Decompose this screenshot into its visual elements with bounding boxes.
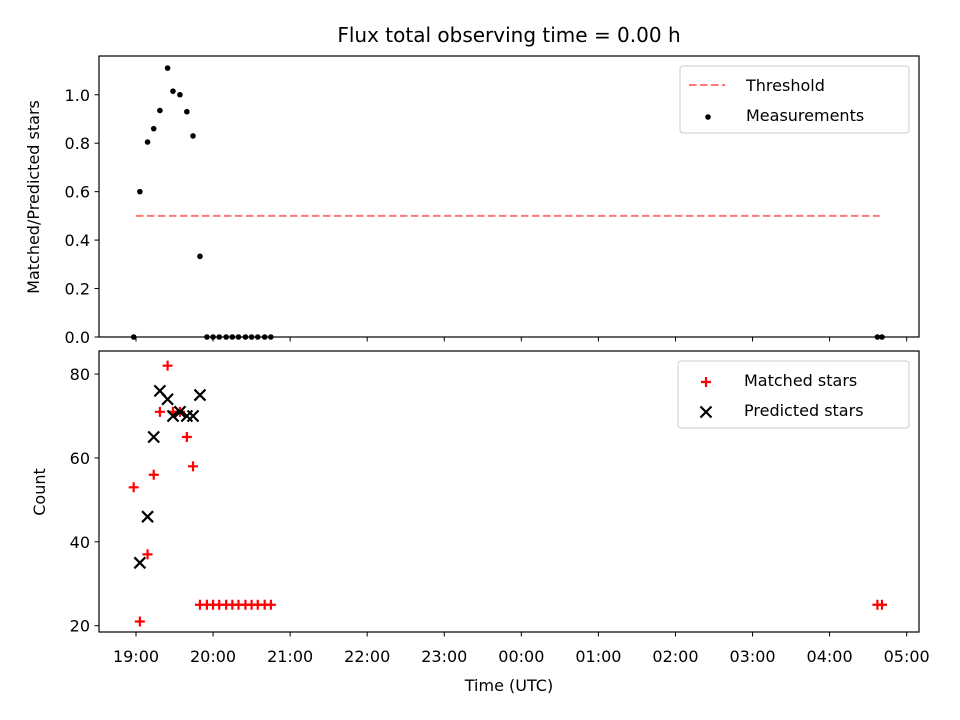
x-tick-label: 03:00 — [729, 647, 775, 666]
data-point — [173, 405, 187, 419]
axes-frame — [98, 350, 920, 633]
y-tick-label: 40 — [70, 533, 90, 552]
y-tick-label: 20 — [70, 617, 90, 636]
data-point — [186, 409, 200, 423]
data-point — [181, 431, 192, 442]
top-y-axis-label: Matched/Predicted stars — [24, 100, 43, 294]
x-tick-label: 19:00 — [113, 647, 159, 666]
data-point — [161, 392, 174, 406]
data-point — [134, 616, 145, 627]
data-point — [162, 360, 173, 371]
y-tick-label: 0.8 — [65, 134, 90, 153]
x-tick-label: 21:00 — [267, 647, 313, 666]
data-point — [148, 469, 159, 480]
data-point — [147, 430, 160, 444]
bottom-panel: 19:00 20:00 21:00 22:00 23:00 00:00 01:00 02:00… — [70, 350, 930, 666]
data-point — [184, 108, 190, 115]
legend-box — [677, 360, 910, 429]
data-point — [154, 406, 165, 417]
legend-marker-swatch — [699, 405, 713, 419]
data-point — [128, 482, 139, 493]
axes-frame — [98, 55, 920, 338]
x-tick-label: 05:00 — [884, 647, 930, 666]
legend-label: Matched stars — [744, 371, 857, 390]
data-point — [144, 139, 151, 145]
data-point — [150, 125, 157, 132]
x-tick-label: 20:00 — [190, 647, 236, 666]
top-panel: 0.0 0.2 0.4 0.6 0.8 1.0 — [65, 55, 920, 347]
top-legend: Threshold Measurements — [679, 65, 910, 134]
data-point — [157, 107, 163, 114]
series-predicted-stars — [133, 384, 207, 570]
data-point — [265, 599, 276, 610]
data-point — [133, 556, 147, 570]
data-point — [197, 253, 203, 260]
y-tick-label: 60 — [70, 449, 90, 468]
legend-label: Predicted stars — [744, 401, 864, 420]
y-tick-label: 0.4 — [65, 231, 90, 250]
series-matched-stars — [128, 360, 888, 627]
legend-marker-swatch — [705, 114, 711, 120]
data-point — [164, 65, 171, 71]
x-tick-label: 00:00 — [498, 647, 544, 666]
y-tick-label: 0.2 — [65, 280, 90, 299]
bottom-legend: Matched stars Predicted stars — [677, 360, 910, 429]
x-tick-label: 22:00 — [344, 647, 390, 666]
y-tick-label: 80 — [70, 365, 90, 384]
top-chart-title: Flux total observing time = 0.00 h — [337, 23, 680, 47]
y-tick-label: 0.6 — [65, 183, 90, 202]
data-point — [193, 388, 207, 402]
data-point — [170, 88, 176, 94]
data-point — [166, 409, 180, 423]
data-point — [190, 133, 196, 139]
y-tick-label: 1.0 — [65, 86, 90, 105]
legend-label: Threshold — [745, 76, 825, 95]
x-axis-label: Time (UTC) — [464, 676, 553, 695]
data-point — [141, 510, 154, 523]
data-point — [188, 461, 199, 472]
series-measurements — [130, 65, 885, 340]
x-tick-label: 04:00 — [807, 647, 853, 666]
legend-label: Measurements — [746, 106, 864, 125]
data-point — [877, 599, 888, 610]
legend-box — [679, 65, 910, 134]
y-tick-label: 0.0 — [65, 328, 90, 347]
x-tick-label: 01:00 — [575, 647, 621, 666]
x-tick-label: 23:00 — [421, 647, 467, 666]
bottom-y-axis-label: Count — [30, 468, 49, 516]
x-tick-label: 02:00 — [652, 647, 698, 666]
data-point — [177, 91, 183, 98]
data-point — [137, 188, 143, 195]
legend-marker-swatch — [701, 377, 711, 387]
data-point — [142, 549, 153, 560]
